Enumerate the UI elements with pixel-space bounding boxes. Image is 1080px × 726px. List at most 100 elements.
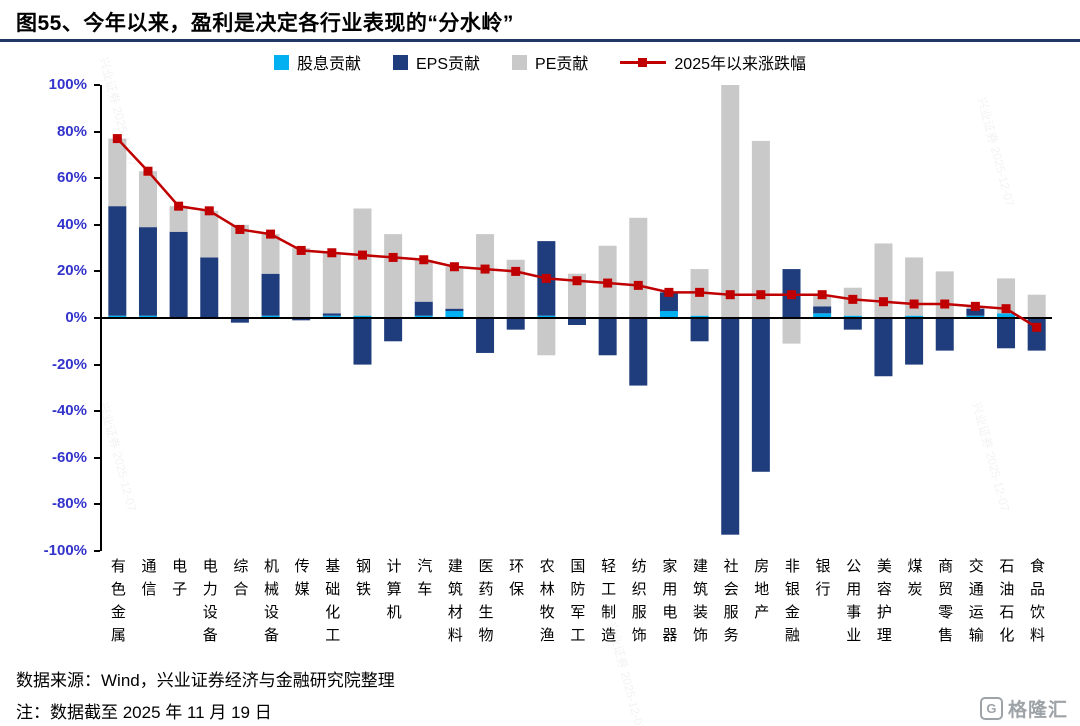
y-tick-mark bbox=[94, 410, 100, 413]
gelonghui-icon: G bbox=[979, 697, 1003, 720]
trend-square-marker bbox=[970, 301, 980, 311]
x-category-text: 房地产 bbox=[752, 558, 770, 627]
x-category-label: 国防军工 bbox=[562, 558, 593, 650]
x-category-text: 环保 bbox=[507, 558, 525, 604]
legend-swatch-icon bbox=[512, 54, 528, 70]
bar-segment bbox=[322, 315, 341, 318]
bar-segment bbox=[751, 318, 770, 472]
y-tick-label: -20% bbox=[51, 355, 87, 373]
y-tick-mark bbox=[94, 223, 100, 226]
bar-segment bbox=[445, 266, 464, 309]
x-category-label: 基础化工 bbox=[316, 558, 347, 650]
x-category-label: 银行 bbox=[807, 558, 838, 650]
bar-segment bbox=[966, 308, 985, 316]
bar-segment bbox=[261, 315, 280, 318]
x-category-text: 电力设备 bbox=[200, 558, 218, 650]
x-category-text: 纺织服饰 bbox=[629, 558, 647, 650]
y-tick-label: 80% bbox=[56, 122, 87, 140]
trend-square-marker bbox=[266, 229, 276, 239]
bar-segment bbox=[138, 227, 157, 316]
x-category-label: 石油石化 bbox=[991, 558, 1022, 650]
trend-square-marker bbox=[143, 166, 153, 176]
legend-label: EPS贡献 bbox=[416, 56, 481, 73]
footer: 数据来源：Wind，兴业证券经济与金融研究院整理 注：数据截至 2025 年 1… bbox=[16, 666, 395, 723]
bar-segment bbox=[997, 318, 1016, 349]
bar-segment bbox=[905, 315, 924, 318]
bar-segment bbox=[230, 318, 249, 323]
trend-square-marker bbox=[449, 262, 459, 272]
x-category-label: 食品饮料 bbox=[1021, 558, 1052, 650]
trend-square-marker bbox=[204, 206, 214, 216]
trend-square-marker bbox=[817, 290, 827, 300]
legend-item: 2025年以来涨跌幅 bbox=[620, 50, 806, 74]
bar-segment bbox=[537, 315, 556, 318]
x-category-label: 纺织服饰 bbox=[623, 558, 654, 650]
data-source-text: 数据来源：Wind，兴业证券经济与金融研究院整理 bbox=[16, 671, 395, 690]
bar-segment bbox=[322, 252, 341, 314]
bar-segment bbox=[568, 318, 586, 325]
plot-area bbox=[102, 85, 1052, 556]
bar-segment bbox=[813, 306, 832, 314]
x-category-text: 交通运输 bbox=[966, 558, 984, 650]
y-tick-mark bbox=[94, 363, 100, 366]
y-tick-mark bbox=[94, 456, 100, 459]
bar-segment bbox=[414, 301, 433, 316]
legend-swatch-icon bbox=[273, 54, 289, 70]
x-category-label: 家用电器 bbox=[654, 558, 685, 650]
trend-square-marker bbox=[296, 245, 306, 255]
bar-segment bbox=[721, 85, 740, 318]
trend-square-marker bbox=[848, 294, 858, 304]
x-category-label: 传媒 bbox=[286, 558, 317, 650]
bar-segment bbox=[353, 208, 372, 316]
bar-segment bbox=[476, 234, 495, 318]
x-category-text: 石油石化 bbox=[997, 558, 1015, 650]
bar-segment bbox=[935, 271, 954, 318]
bar-segment bbox=[261, 273, 280, 316]
bar-segment bbox=[445, 311, 464, 318]
bar-segment bbox=[813, 294, 832, 307]
legend-label: 股息贡献 bbox=[296, 56, 361, 73]
bar-segment bbox=[690, 318, 709, 342]
x-category-text: 非银金融 bbox=[782, 558, 800, 650]
y-tick-label: 0% bbox=[65, 309, 87, 326]
bar-segment bbox=[598, 318, 617, 356]
trend-square-marker bbox=[664, 287, 674, 297]
trend-square-marker bbox=[603, 278, 613, 288]
x-category-label: 钢铁 bbox=[347, 558, 378, 650]
x-category-text: 商贸零售 bbox=[936, 558, 954, 650]
trend-square-marker bbox=[909, 299, 919, 309]
legend-label: 2025年以来涨跌幅 bbox=[674, 56, 806, 73]
x-category-label: 美容护理 bbox=[868, 558, 899, 650]
gelonghui-text: 格隆汇 bbox=[1007, 700, 1068, 721]
x-category-text: 轻工制造 bbox=[599, 558, 617, 650]
x-category-text: 建筑装饰 bbox=[690, 558, 708, 650]
legend: 股息贡献 EPS贡献 PE贡献 2025年以来涨跌幅 bbox=[0, 51, 1080, 73]
trend-square-marker bbox=[756, 290, 766, 300]
x-category-text: 汽车 bbox=[415, 558, 433, 604]
y-tick-mark bbox=[94, 177, 100, 180]
bar-segment bbox=[322, 313, 341, 316]
x-category-label: 交通运输 bbox=[960, 558, 991, 650]
bar-segment bbox=[200, 257, 219, 318]
bar-segment bbox=[292, 248, 311, 318]
bar-segment bbox=[353, 318, 372, 365]
bar-segment bbox=[108, 206, 127, 316]
x-category-text: 家用电器 bbox=[660, 558, 678, 650]
legend-item: PE贡献 bbox=[512, 50, 588, 74]
y-tick-mark bbox=[94, 270, 100, 273]
bar-segment bbox=[169, 206, 188, 232]
figure-title: 图55、今年以来，盈利是决定各行业表现的“分水岭” bbox=[16, 12, 514, 35]
x-category-text: 基础化工 bbox=[323, 558, 341, 650]
x-category-text: 农林牧渔 bbox=[537, 558, 555, 650]
trend-square-marker bbox=[327, 248, 337, 258]
x-category-text: 食品饮料 bbox=[1028, 558, 1046, 650]
bar-segment bbox=[384, 318, 403, 342]
y-axis: 100% 80% 60% 40% 20% 0% -20% -40% -60% -80% -100% bbox=[0, 76, 102, 559]
bar-segment bbox=[905, 318, 924, 365]
bar-segment bbox=[935, 318, 954, 351]
x-category-label: 煤炭 bbox=[899, 558, 930, 650]
bar-segment bbox=[537, 318, 556, 356]
x-category-text: 传媒 bbox=[292, 558, 310, 604]
bar-segment bbox=[782, 318, 801, 344]
